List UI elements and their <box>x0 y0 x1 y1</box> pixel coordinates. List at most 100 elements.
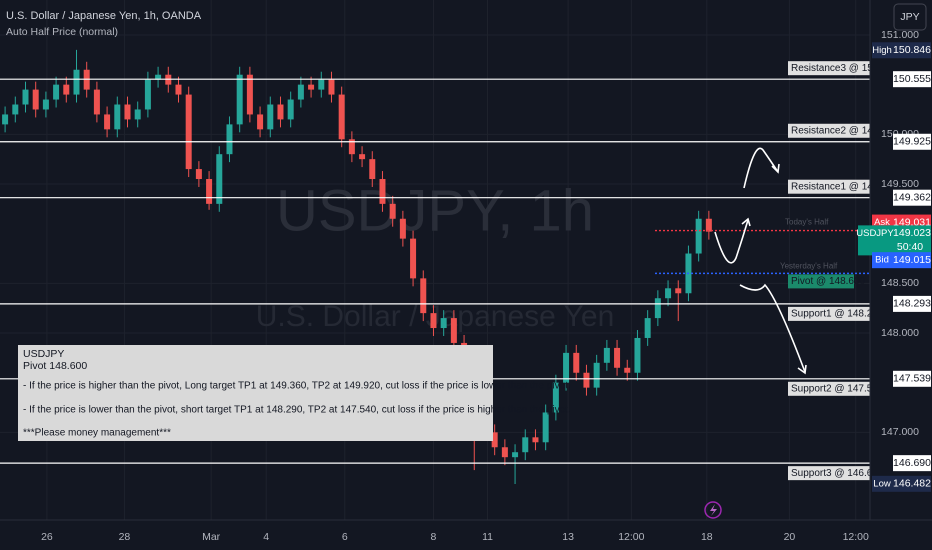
candle-body <box>22 89 29 105</box>
badge-label: 150.846 <box>893 44 931 56</box>
price-badge <box>893 455 931 472</box>
level-label-box <box>788 306 876 321</box>
candle-body <box>430 313 437 329</box>
candle-body <box>593 362 600 388</box>
x-tick-label: 12:00 <box>843 531 869 543</box>
note-line: - If the price is higher than the pivot,… <box>23 381 571 392</box>
candle-body <box>695 218 702 254</box>
level-label: Resistance1 @ 149.360 <box>791 181 898 192</box>
x-tick-label: Mar <box>202 531 221 543</box>
level-label: Support3 @ 146.690 <box>791 468 884 479</box>
candle-body <box>522 437 529 453</box>
pivot-label: Pivot @ 148.600 <box>791 276 866 287</box>
candle-body <box>420 278 427 314</box>
watermark: USDJPY, 1h <box>276 178 594 243</box>
currency-button-label[interactable]: JPY <box>900 11 919 23</box>
candle-body <box>359 154 366 160</box>
x-tick-label: 18 <box>701 531 713 543</box>
level-label-box <box>788 466 876 481</box>
axis-labels: 151.000150.000149.500148.500148.000147.0… <box>41 29 931 543</box>
price-badge-label: 147.539 <box>893 373 931 385</box>
candle-body <box>155 74 162 80</box>
level-label: Resistance2 @ 149.920 <box>791 125 898 136</box>
badge-tag-label: Bid <box>875 255 889 266</box>
candle-body <box>246 74 253 115</box>
badge-tag-label: Low <box>873 478 891 489</box>
arrow-head <box>741 217 751 227</box>
badge-label: 146.482 <box>893 478 931 490</box>
note-box: USDJPY Pivot 148.600 - If the price is h… <box>18 345 571 441</box>
last-symbol: USDJPY <box>856 228 894 239</box>
candle-body <box>93 89 100 115</box>
price-badge-label: 149.925 <box>893 136 931 148</box>
level-label-box <box>788 61 876 76</box>
currency-button[interactable] <box>893 3 927 31</box>
price-badge-label: 149.362 <box>893 191 931 203</box>
arrow-bounce-path <box>714 219 749 264</box>
candle-body <box>195 169 202 180</box>
candle-body <box>53 84 60 100</box>
price-badge <box>893 189 931 206</box>
price-badge-label: 148.293 <box>893 298 931 310</box>
candle-body <box>624 367 631 373</box>
candle-body <box>216 154 223 204</box>
x-tick-label: 8 <box>431 531 437 543</box>
candle-body <box>124 104 131 120</box>
candle-body <box>338 94 345 140</box>
arrow-head <box>771 163 780 174</box>
candle-body <box>2 114 9 125</box>
badge-tag <box>872 42 893 59</box>
candle-body <box>236 74 243 125</box>
chart-subtitle: Auto Half Price (normal) <box>6 26 118 38</box>
candle-body <box>73 69 80 95</box>
candle-body <box>573 352 580 373</box>
x-tick-label: 4 <box>263 531 269 543</box>
x-tick-label: 6 <box>342 531 348 543</box>
candle-body <box>379 179 386 204</box>
candle-body <box>114 104 121 130</box>
badge-tag-label: Ask <box>874 217 890 228</box>
badge-tag <box>872 475 893 492</box>
candle-body <box>42 99 49 110</box>
candle-body <box>348 139 355 155</box>
x-tick-label: 20 <box>784 531 796 543</box>
candle-body <box>104 114 111 130</box>
candle-body <box>552 382 559 413</box>
candle-body <box>644 318 651 338</box>
candle-body <box>634 337 641 373</box>
y-tick-label: 147.000 <box>881 426 919 438</box>
candle-body <box>308 84 315 90</box>
candle-body <box>297 84 304 100</box>
x-tick-label: 12:00 <box>618 531 644 543</box>
chart-title: U.S. Dollar / Japanese Yen, 1h, OANDA <box>6 10 202 22</box>
candle-body <box>512 452 519 458</box>
last-badge <box>858 225 931 256</box>
candle-body <box>134 109 141 120</box>
badge <box>893 42 931 59</box>
candle-body <box>491 432 498 448</box>
price-badge-label: 146.690 <box>893 457 931 469</box>
candle-body <box>532 437 539 443</box>
level-label-box <box>788 179 876 194</box>
candle-body <box>675 288 682 294</box>
candle-body <box>440 318 447 329</box>
x-tick-label: 11 <box>482 531 493 543</box>
event-icon[interactable] <box>704 501 722 519</box>
y-tick-label: 148.000 <box>881 327 919 339</box>
note-background <box>18 345 493 441</box>
badge <box>893 252 931 269</box>
candle-body <box>277 104 284 120</box>
candle-body <box>12 104 19 115</box>
price-badge <box>893 295 931 312</box>
pivot-label-box <box>788 274 854 289</box>
candle-body <box>328 79 335 95</box>
candle-body <box>389 203 396 219</box>
level-label: Resistance3 @ 150.555 <box>791 63 898 74</box>
candle-body <box>369 159 376 180</box>
level-label: Support1 @ 148.290 <box>791 309 884 320</box>
arrows <box>714 147 807 375</box>
y-tick-label: 151.000 <box>881 29 919 41</box>
candle-body <box>583 372 590 388</box>
badge-tag <box>872 252 893 269</box>
